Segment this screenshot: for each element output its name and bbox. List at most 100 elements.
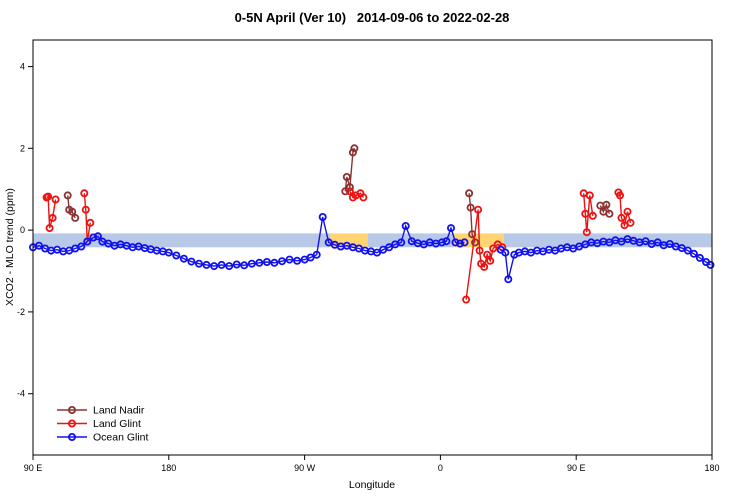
data-point <box>401 221 410 230</box>
data-point <box>247 259 256 268</box>
data-point <box>240 261 249 270</box>
data-point <box>653 238 662 247</box>
legend-label: Land Glint <box>93 418 141 430</box>
series-land-nadir <box>63 144 614 247</box>
data-point <box>385 243 394 252</box>
data-point <box>80 189 89 198</box>
data-point <box>605 209 614 218</box>
data-point <box>359 193 368 202</box>
series-line <box>83 193 91 242</box>
data-point <box>455 239 464 248</box>
data-point <box>451 238 460 247</box>
data-point <box>312 250 321 259</box>
data-point <box>93 232 102 241</box>
data-point <box>285 255 294 264</box>
series-ocean-glint <box>28 212 715 284</box>
data-point <box>262 257 271 266</box>
series-line <box>500 238 711 280</box>
plot-area: 90 E 180 90 W 0 90 E 180 -4 -2 0 2 4 Land NadirLand… <box>17 39 720 473</box>
data-point <box>466 203 475 212</box>
data-point <box>45 224 54 233</box>
legend-point-swatch <box>68 432 77 441</box>
data-point <box>582 228 591 237</box>
data-point <box>695 253 704 262</box>
data-point <box>63 191 72 200</box>
data-point <box>342 172 351 181</box>
data-point <box>232 260 241 269</box>
y-tick-label: -4 <box>17 389 25 399</box>
data-point <box>68 207 77 216</box>
data-point <box>460 238 469 247</box>
data-point <box>689 249 698 258</box>
x-tick-label: 90 E <box>567 463 586 473</box>
data-point <box>225 262 234 271</box>
data-point <box>348 148 357 157</box>
data-point <box>641 237 650 246</box>
data-point <box>616 191 625 200</box>
data-point <box>437 238 446 247</box>
data-point <box>164 248 173 257</box>
data-point <box>71 213 80 222</box>
chart-title: 0-5N April (Ver 10) 2014-09-06 to 2022-0… <box>235 10 510 25</box>
legend-item: Ocean Glint <box>57 432 149 444</box>
data-point <box>471 238 480 247</box>
data-point <box>480 262 489 271</box>
data-point <box>270 258 279 267</box>
legend-point-swatch <box>68 405 77 414</box>
series-line <box>583 193 594 233</box>
data-point <box>588 211 597 220</box>
data-point <box>585 191 594 200</box>
data-point <box>486 256 495 265</box>
data-point <box>318 212 327 221</box>
data-point <box>217 260 226 269</box>
data-point <box>350 144 359 153</box>
data-point <box>345 187 354 196</box>
data-point <box>372 248 381 257</box>
data-point <box>345 183 354 192</box>
legend-label: Land Nadir <box>93 405 145 417</box>
data-point <box>462 295 471 304</box>
y-axis-label: XCO2 - MLO trend (ppm) <box>4 188 16 306</box>
data-point <box>77 242 86 251</box>
data-point <box>89 233 98 242</box>
data-point <box>683 246 692 255</box>
legend-item: Land Glint <box>57 418 141 430</box>
y-tick-label: 0 <box>20 225 25 235</box>
data-point <box>277 257 286 266</box>
legend-item: Land Nadir <box>57 405 145 417</box>
data-point <box>44 192 53 201</box>
data-point <box>81 205 90 214</box>
data-point <box>465 189 474 198</box>
data-point <box>397 238 406 247</box>
data-point <box>623 207 632 216</box>
x-tick-label: 0 <box>438 463 443 473</box>
x-tick-label: 90 W <box>294 463 316 473</box>
data-point <box>255 258 264 267</box>
data-point <box>706 260 715 269</box>
data-point <box>617 213 626 222</box>
y-tick-label: 4 <box>20 62 25 72</box>
plot-border <box>32 39 713 456</box>
legend-point-swatch <box>68 419 77 428</box>
data-point <box>202 260 211 269</box>
data-point <box>446 224 455 233</box>
data-point <box>475 246 484 255</box>
series-line <box>46 195 57 229</box>
data-point <box>51 195 60 204</box>
data-point <box>602 200 611 209</box>
data-point <box>172 251 181 260</box>
x-tick-label: 90 E <box>24 463 43 473</box>
data-point <box>442 237 451 246</box>
x-tick-label: 180 <box>704 463 719 473</box>
data-point <box>306 253 315 262</box>
data-point <box>35 241 44 250</box>
legend-label: Ocean Glint <box>93 432 149 444</box>
data-point <box>194 259 203 268</box>
data-point <box>187 257 196 266</box>
data-point <box>83 237 92 246</box>
x-tick-label: 180 <box>161 463 176 473</box>
data-point <box>179 254 188 263</box>
